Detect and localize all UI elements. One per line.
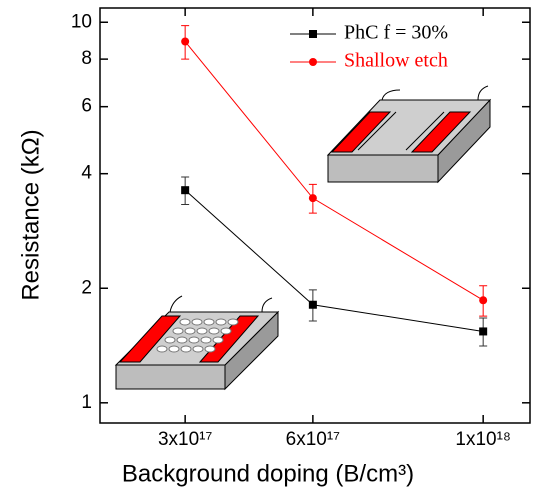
x-tick-label: 3x10¹⁷ [158,429,213,450]
plot-frame [99,7,531,424]
inset-shallow-etch [326,85,492,184]
y-tick-label: 1 [81,392,92,413]
legend-marker [309,30,317,38]
y-tick-label: 8 [81,48,92,69]
point [308,194,317,203]
point [308,300,317,309]
inset-phc [114,295,280,391]
point [479,327,488,336]
x-axis-label: Background doping (B/cm³) [122,460,414,487]
point [479,296,488,305]
point [181,37,190,46]
legend-label: PhC f = 30% [344,22,448,44]
y-tick-label: 10 [71,11,92,32]
y-tick-label: 2 [81,277,92,298]
legend-marker [309,58,317,66]
legend-label: Shallow etch [344,50,448,72]
y-tick-label: 4 [81,163,92,184]
point [181,186,190,195]
x-tick-label: 6x10¹⁷ [286,429,341,450]
y-tick-label: 6 [81,96,92,117]
y-axis-label: Resistance (kΩ) [17,129,44,300]
x-tick-label: 1x10¹⁸ [455,429,511,450]
